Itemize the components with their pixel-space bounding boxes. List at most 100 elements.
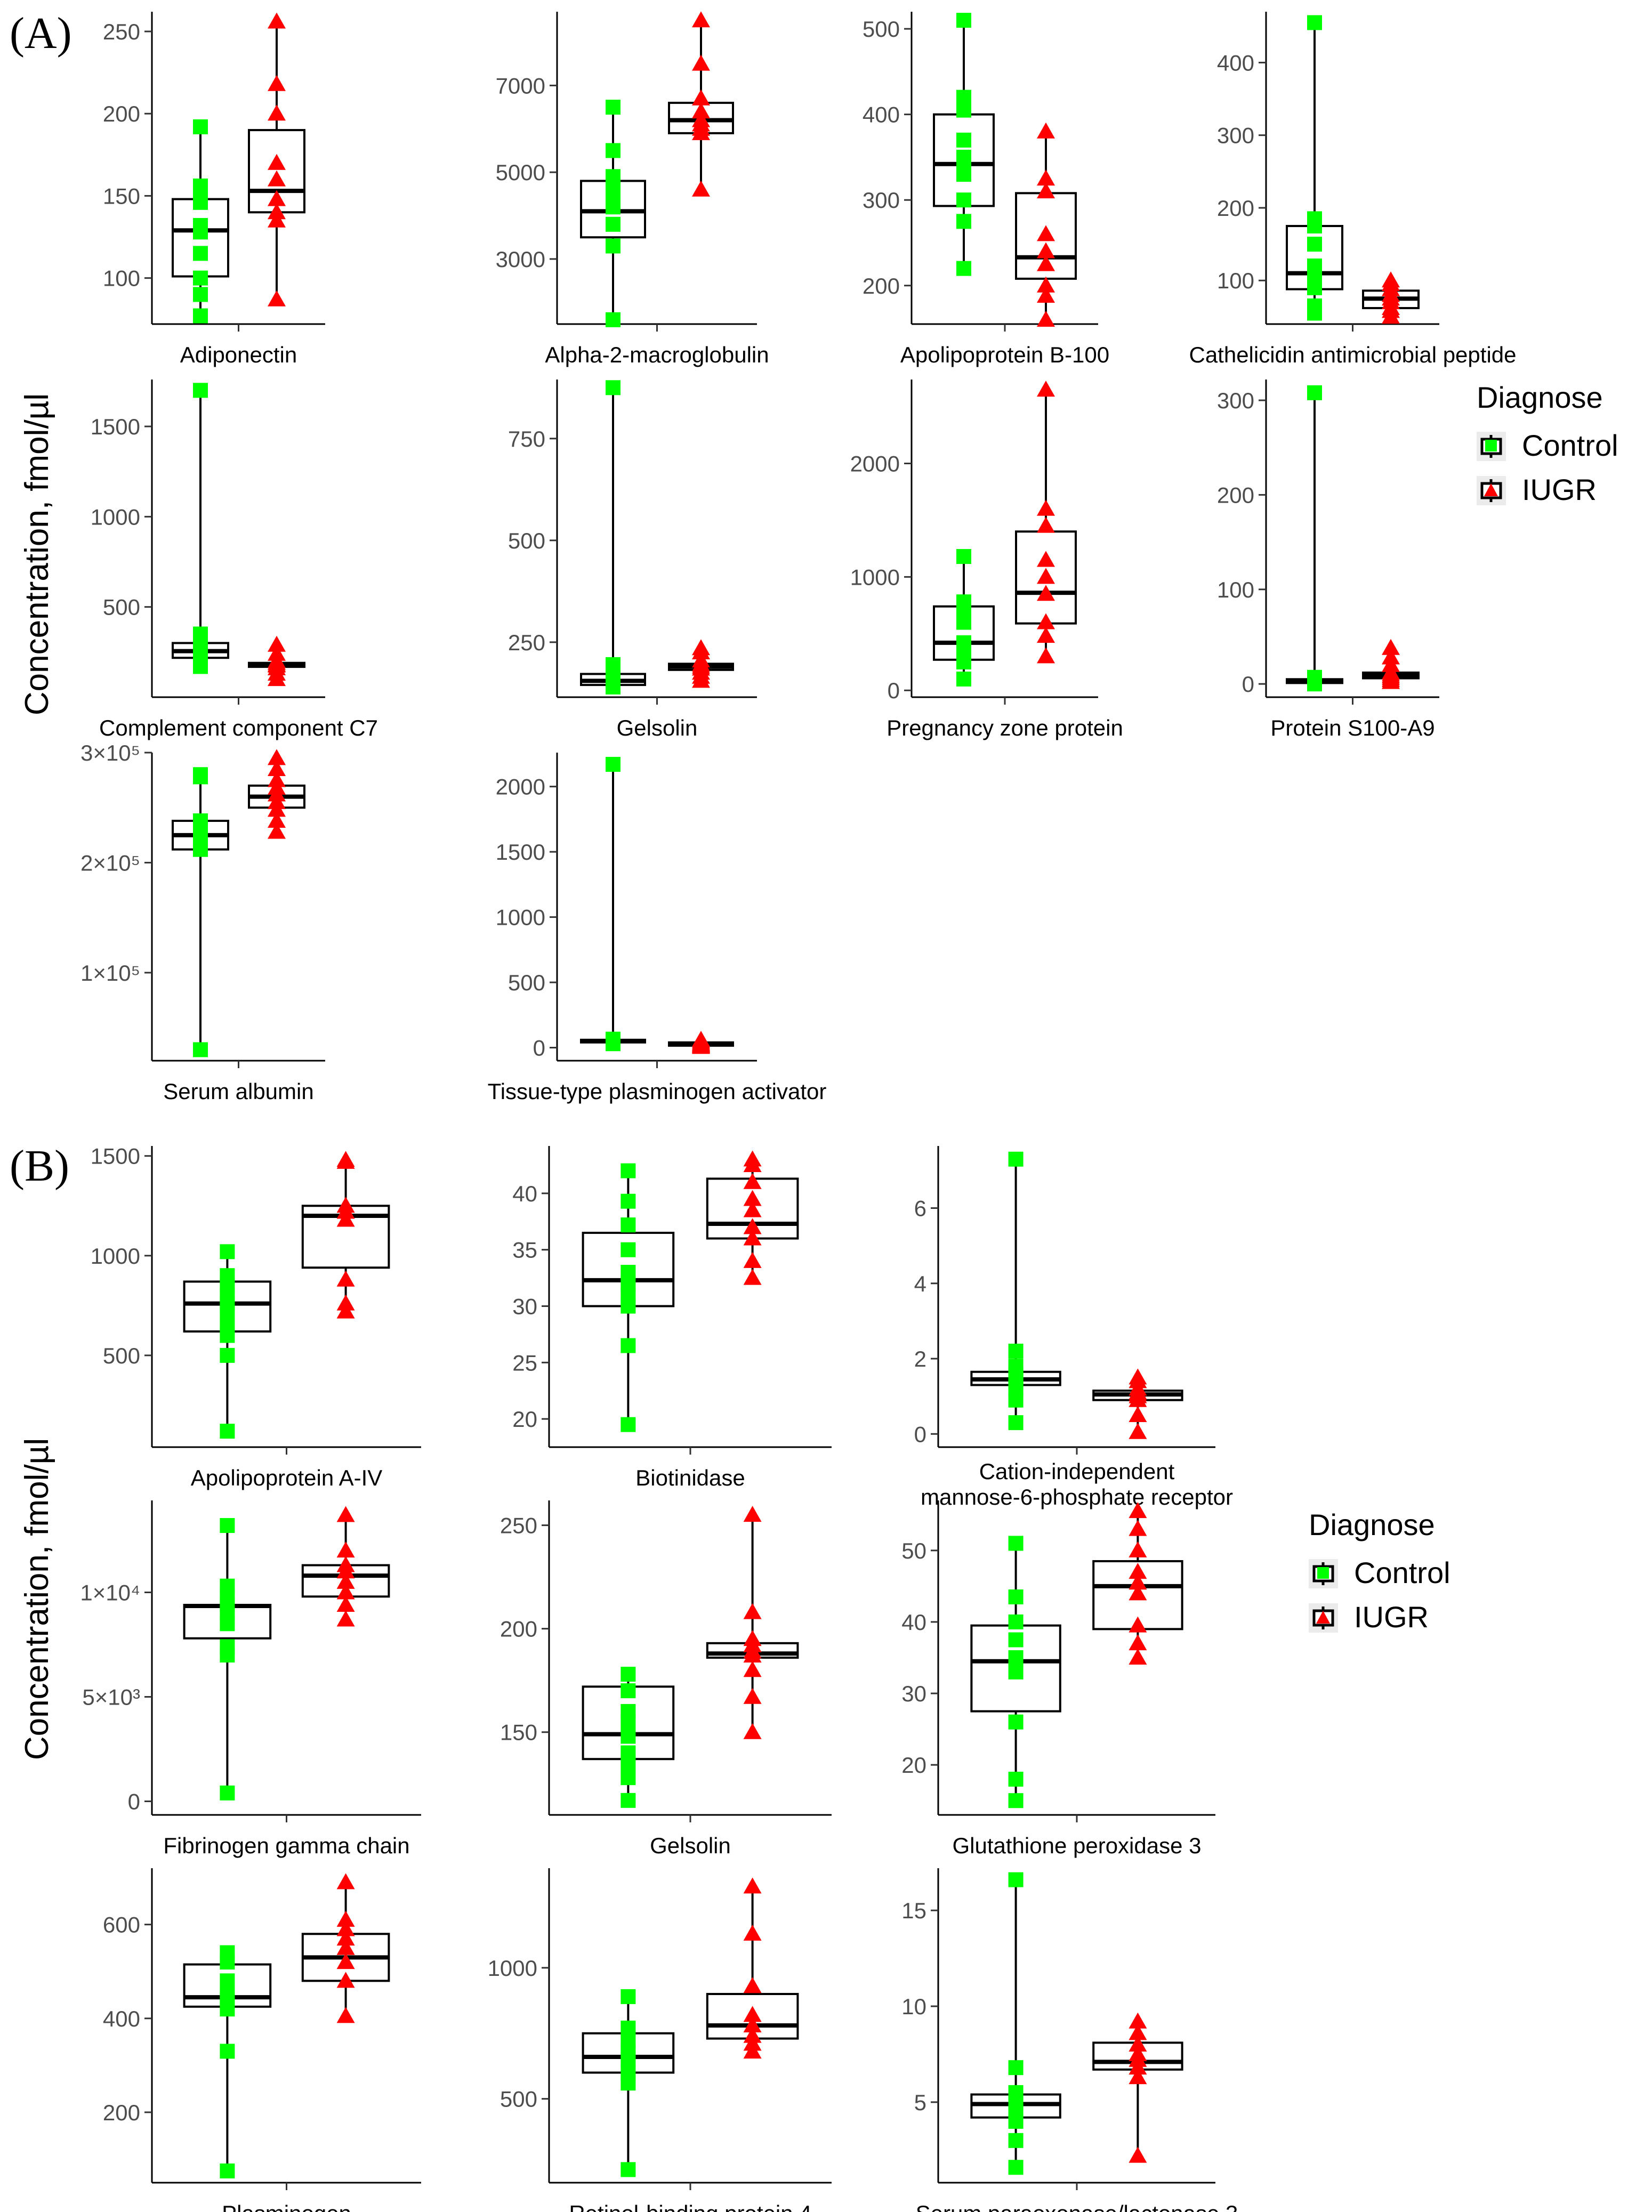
- data-point-control: [956, 594, 971, 610]
- data-point-control: [606, 238, 620, 254]
- data-point-control: [620, 1667, 636, 1682]
- data-point-iugr: [1129, 1563, 1147, 1579]
- x-category-label: Pregnancy zone protein: [887, 715, 1123, 740]
- x-category-label: Complement component C7: [99, 715, 378, 740]
- data-point-control: [620, 1417, 636, 1432]
- panel-label-a: (A): [10, 9, 72, 58]
- data-point-control: [606, 100, 620, 115]
- data-point-iugr: [268, 771, 286, 787]
- data-point-control: [1008, 2133, 1024, 2148]
- x-category-label: Protein S100-A9: [1270, 715, 1435, 740]
- plot-apolipoprotein-b-100: 200 300 400 500 Apolipoprotein B-100: [863, 12, 1109, 367]
- data-point-iugr: [692, 54, 710, 71]
- group-control: [172, 767, 229, 1057]
- data-point-iugr: [743, 1603, 762, 1619]
- data-point-iugr: [743, 1229, 762, 1246]
- x-category-label: Biotinidase: [635, 1465, 745, 1490]
- x-category-label: Serum paraoxonase/lactonase 3: [916, 2201, 1238, 2212]
- data-point-control: [956, 261, 971, 276]
- y-tick-label: 100: [1217, 268, 1254, 293]
- plot-cation-independent-mannose-6-phosphate-receptor: 0 2 4 6 Cation-independentmannose-6-phosphat…: [914, 1146, 1233, 1509]
- group-control: [172, 119, 229, 324]
- y-tick-label: 0: [914, 1422, 926, 1447]
- group-iugr: [668, 639, 734, 688]
- data-point-iugr: [1129, 1423, 1147, 1439]
- y-tick-label: 500: [508, 970, 545, 995]
- data-point-iugr: [336, 1596, 355, 1612]
- plot-tissue-type-plasminogen-activator: 0 500 1000 1500 2000 Tissue-type plasminogen …: [488, 753, 826, 1104]
- x-category-label: Adiponectin: [180, 342, 297, 367]
- group-iugr: [668, 1030, 734, 1054]
- plot-adiponectin: 100 150 200 250 Adiponectin: [103, 12, 325, 367]
- data-point-control: [1307, 237, 1322, 252]
- data-point-control: [956, 149, 971, 165]
- data-point-iugr: [1037, 169, 1055, 186]
- x-category-label: Apolipoprotein A-IV: [191, 1465, 383, 1490]
- data-point-iugr: [336, 1506, 355, 1522]
- data-point-control: [220, 1424, 235, 1439]
- legend-key-iugr: [1309, 1603, 1338, 1633]
- data-point-iugr: [336, 1541, 355, 1558]
- data-point-iugr: [743, 2016, 762, 2032]
- x-category-label: Plasminogen: [222, 2201, 351, 2212]
- plot-gelsolin: 250 500 750 Gelsolin: [508, 380, 757, 740]
- group-control: [580, 100, 646, 327]
- y-tick-label: 2×10⁵: [80, 850, 140, 875]
- x-category-label: Fibrinogen gamma chain: [163, 1833, 409, 1858]
- data-point-control: [1008, 2085, 1024, 2100]
- data-point-control: [1307, 211, 1322, 227]
- y-tick-label: 500: [103, 1343, 140, 1368]
- data-point-iugr: [336, 1151, 355, 1167]
- y-tick-label: 5: [914, 2090, 926, 2115]
- y-tick-label: 500: [863, 17, 900, 42]
- data-point-control: [1008, 1151, 1024, 1167]
- y-tick-label: 500: [508, 528, 545, 553]
- y-axis-label-a: Concentration, fmol/µl: [19, 393, 55, 715]
- data-point-control: [220, 1347, 235, 1363]
- legend-label-control: Control: [1354, 1556, 1450, 1589]
- data-point-iugr: [336, 1556, 355, 1572]
- x-category-label: Cation-independent: [979, 1459, 1175, 1484]
- data-point-control: [193, 1042, 208, 1057]
- legend-symbol-control: [1485, 440, 1497, 451]
- data-point-control: [1008, 1343, 1024, 1359]
- data-point-iugr: [1129, 1502, 1147, 1519]
- y-tick-label: 300: [1217, 123, 1254, 148]
- group-iugr: [1015, 122, 1077, 327]
- data-point-iugr: [743, 1630, 762, 1646]
- data-point-iugr: [336, 1939, 355, 1955]
- x-category-label: Apolipoprotein B-100: [900, 342, 1109, 367]
- data-point-control: [220, 1785, 235, 1801]
- data-point-iugr: [1037, 568, 1055, 584]
- y-tick-label: 5000: [496, 160, 545, 185]
- group-control: [1286, 385, 1343, 692]
- data-point-iugr: [743, 1977, 762, 1993]
- data-point-control: [1008, 1359, 1024, 1374]
- y-tick-label: 100: [1217, 577, 1254, 602]
- y-tick-label: 2000: [850, 451, 900, 477]
- data-point-iugr: [336, 1583, 355, 1600]
- data-point-iugr: [268, 290, 286, 306]
- data-point-control: [1008, 1664, 1024, 1680]
- plot-fibrinogen-gamma-chain: 0 5×10³ 1×10⁴ Fibrinogen gamma chain: [80, 1500, 421, 1858]
- legend-label-iugr: IUGR: [1522, 473, 1597, 506]
- y-tick-label: 1500: [91, 414, 140, 439]
- data-point-iugr: [336, 1294, 355, 1311]
- data-point-control: [193, 217, 208, 233]
- data-point-iugr: [692, 180, 710, 197]
- data-point-control: [606, 657, 620, 672]
- data-point-iugr: [1129, 1368, 1147, 1385]
- data-point-control: [606, 757, 620, 772]
- data-point-control: [1307, 15, 1322, 30]
- data-point-iugr: [268, 170, 286, 187]
- data-point-iugr: [1129, 1541, 1147, 1557]
- y-tick-label: 20: [512, 1407, 537, 1432]
- group-control: [970, 1872, 1061, 2175]
- y-tick-label: 20: [901, 1753, 926, 1778]
- y-tick-label: 1000: [91, 1244, 140, 1269]
- group-control: [172, 383, 229, 674]
- plot-pregnancy-zone-protein: 0 1000 2000 Pregnancy zone protein: [850, 380, 1123, 740]
- legend-label-control: Control: [1522, 429, 1618, 462]
- data-point-control: [1008, 1872, 1024, 1887]
